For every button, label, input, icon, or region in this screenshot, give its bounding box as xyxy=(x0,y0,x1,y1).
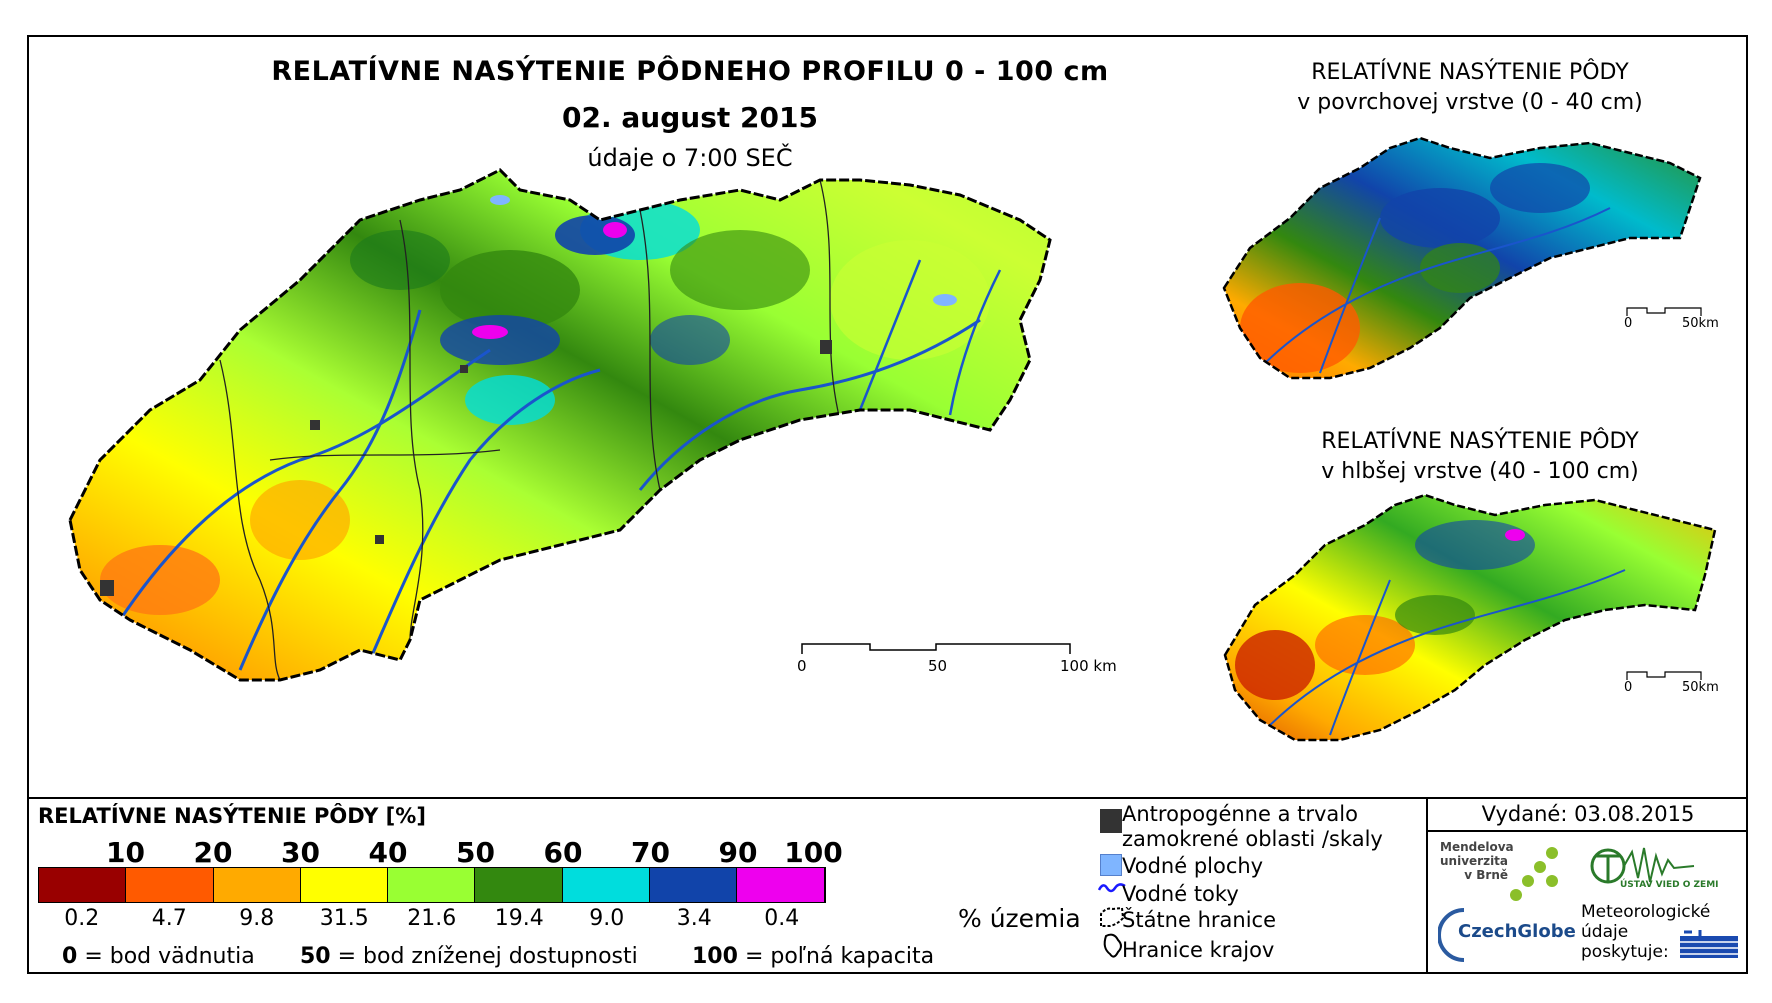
legend-streams: Vodné toky xyxy=(1122,882,1239,906)
legend-tick-label: 90 xyxy=(718,836,758,869)
stream-line-icon xyxy=(1098,883,1126,893)
legend-share-value: 31.5 xyxy=(319,906,369,931)
legend-tick-label: 20 xyxy=(193,836,233,869)
legend-note-100: 100 = poľná kapacita xyxy=(692,944,934,969)
water-area-swatch xyxy=(1100,854,1122,876)
legend-share-value: 9.8 xyxy=(239,906,275,931)
legend-color-class xyxy=(388,868,476,902)
legend-color-class xyxy=(649,868,738,902)
provided-by-line-2: údaje xyxy=(1581,922,1629,942)
mendel-university-logo-text: Mendelova univerzita v Brně xyxy=(1440,840,1514,882)
provided-by-line-3: poskytuje: xyxy=(1581,942,1669,962)
inset-top-scale-50: 50km xyxy=(1682,316,1719,331)
map-title: RELATÍVNE NASÝTENIE PÔDNEHO PROFILU 0 - … xyxy=(271,56,1109,87)
legend-tick-label: 40 xyxy=(368,836,408,869)
legend-tick-label: 60 xyxy=(543,836,583,869)
legend-share-value: 9.0 xyxy=(589,906,625,931)
inset-bottom-scale-50: 50km xyxy=(1682,680,1719,695)
legend-color-bar xyxy=(38,867,826,903)
legend-share-value: 0.2 xyxy=(64,906,100,931)
inset-bottom-title-1: RELATÍVNE NASÝTENIE PÔDY xyxy=(1321,429,1639,454)
inset-top-scale-0: 0 xyxy=(1624,316,1633,331)
legend-title: RELATÍVNE NASÝTENIE PÔDY [%] xyxy=(38,804,426,828)
ustav-vied-o-zemi-logo xyxy=(1590,847,1695,884)
legend-note-0-text: = bod vädnutia xyxy=(84,944,255,969)
legend-color-class xyxy=(213,868,301,902)
legend-tick-label: 50 xyxy=(456,836,495,869)
issued-date: Vydané: 03.08.2015 xyxy=(1481,802,1695,826)
inset-top-title-1: RELATÍVNE NASÝTENIE PÔDY xyxy=(1311,60,1629,85)
provided-by-line-1: Meteorologické xyxy=(1581,902,1711,922)
legend-share-value: 21.6 xyxy=(407,906,457,931)
shmu-logo xyxy=(1680,930,1738,958)
main-map xyxy=(68,168,1052,682)
legend-state-border: Štátne hranice xyxy=(1122,908,1276,932)
inset-map-deep-layer xyxy=(1223,493,1717,742)
legend-share-value: 19.4 xyxy=(494,906,544,931)
main-scale-100: 100 km xyxy=(1060,657,1117,675)
legend-share-value: 4.7 xyxy=(151,906,187,931)
legend-note-50: 50 = bod zníženej dostupnosti xyxy=(300,944,638,969)
legend-color-class xyxy=(39,868,127,902)
logo-separator xyxy=(1426,797,1428,974)
legend-tick-label: 30 xyxy=(281,836,320,869)
legend-note-100-text: = poľná kapacita xyxy=(744,944,935,969)
legend-color-class xyxy=(126,868,214,902)
main-scale-0: 0 xyxy=(797,657,807,675)
legend-water-areas: Vodné plochy xyxy=(1122,854,1264,878)
legend-tick-label: 100 xyxy=(784,836,843,869)
issued-separator xyxy=(1428,830,1748,832)
legend-note-100-value: 100 xyxy=(692,944,738,969)
legend-note-0-value: 0 xyxy=(62,944,78,969)
data-time-note: údaje o 7:00 SEČ xyxy=(587,144,793,172)
legend-color-class xyxy=(300,868,389,902)
region-border-icon xyxy=(1103,933,1122,958)
mendel-dots-logo xyxy=(1510,847,1558,901)
legend-anthropogenic-1: Antropogénne a trvalo xyxy=(1122,802,1358,826)
czechglobe-arc-logo xyxy=(1438,908,1465,962)
legend-note-0: 0 = bod vädnutia xyxy=(62,944,255,969)
main-scale-50: 50 xyxy=(928,657,948,675)
inset-top-scale-bar xyxy=(1626,307,1702,316)
legend-color-class xyxy=(475,868,563,902)
inset-map-surface-layer xyxy=(1222,136,1702,380)
main-scale-bar xyxy=(801,643,1071,654)
legend-share-unit: % územia xyxy=(958,904,1081,933)
state-border-icon xyxy=(1100,906,1125,927)
legend-tick-label: 70 xyxy=(631,836,670,869)
inset-bottom-scale-bar xyxy=(1626,671,1702,680)
legend-separator xyxy=(27,797,1748,799)
inset-top-title-2: v povrchovej vrstve (0 - 40 cm) xyxy=(1297,90,1643,115)
legend-color-class xyxy=(562,868,650,902)
inset-bottom-title-2: v hlbšej vrstve (40 - 100 cm) xyxy=(1321,459,1639,484)
legend-share-value: 0.4 xyxy=(764,906,800,931)
legend-note-50-value: 50 xyxy=(300,944,331,969)
legend-share-value: 3.4 xyxy=(676,906,712,931)
anthropogenic-swatch xyxy=(1100,809,1122,833)
legend-anthropogenic-2: zamokrené oblasti /skaly xyxy=(1122,827,1383,851)
legend-color-class xyxy=(737,868,825,902)
ustav-logo-text: ÚSTAV VIED O ZEMI xyxy=(1620,880,1719,890)
legend-region-border: Hranice krajov xyxy=(1122,938,1275,962)
czechglobe-logo-text: CzechGlobe xyxy=(1458,921,1576,942)
legend-tick-label: 10 xyxy=(106,836,145,869)
map-date: 02. august 2015 xyxy=(562,101,818,134)
legend-note-50-text: = bod zníženej dostupnosti xyxy=(337,944,638,969)
inset-bottom-scale-0: 0 xyxy=(1624,680,1633,695)
